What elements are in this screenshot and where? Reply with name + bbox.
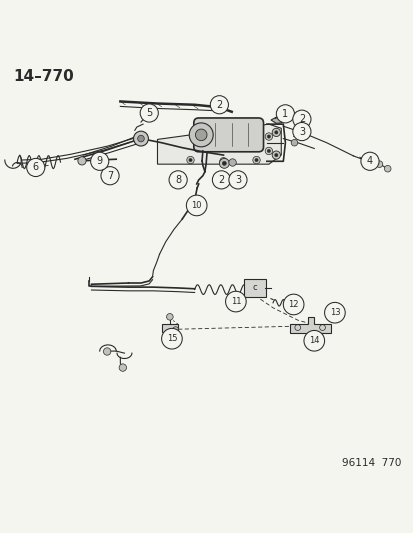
Text: 5: 5	[146, 108, 152, 118]
Circle shape	[275, 105, 294, 123]
Circle shape	[78, 157, 86, 165]
Circle shape	[133, 131, 148, 146]
Circle shape	[265, 147, 272, 155]
Circle shape	[267, 135, 270, 138]
Circle shape	[219, 158, 227, 165]
Polygon shape	[157, 124, 280, 164]
Circle shape	[292, 110, 310, 128]
Circle shape	[101, 167, 119, 185]
Text: 96114  770: 96114 770	[341, 458, 400, 468]
Text: 12: 12	[288, 300, 298, 309]
Circle shape	[375, 161, 382, 167]
Circle shape	[290, 140, 297, 146]
Circle shape	[166, 333, 173, 339]
Circle shape	[267, 149, 270, 152]
Circle shape	[221, 160, 225, 163]
Text: 6: 6	[33, 163, 39, 173]
Circle shape	[324, 302, 344, 323]
Circle shape	[26, 158, 45, 176]
Circle shape	[212, 171, 230, 189]
Circle shape	[147, 114, 151, 118]
Circle shape	[189, 123, 213, 147]
Text: 2: 2	[216, 100, 222, 110]
Circle shape	[138, 135, 144, 142]
Text: 1: 1	[282, 109, 288, 119]
Circle shape	[228, 171, 247, 189]
Circle shape	[265, 133, 272, 140]
Circle shape	[225, 291, 246, 312]
Circle shape	[292, 123, 310, 141]
Text: 9: 9	[96, 156, 102, 166]
Text: 7: 7	[107, 171, 113, 181]
FancyBboxPatch shape	[243, 279, 266, 297]
Circle shape	[271, 151, 280, 159]
Text: 2: 2	[218, 175, 224, 185]
Polygon shape	[289, 317, 330, 333]
Circle shape	[274, 154, 277, 157]
FancyBboxPatch shape	[193, 118, 263, 152]
Circle shape	[254, 158, 258, 161]
Circle shape	[282, 294, 303, 315]
Circle shape	[274, 131, 277, 134]
Text: c: c	[252, 284, 256, 293]
Circle shape	[90, 152, 109, 171]
Text: 14: 14	[308, 336, 319, 345]
Polygon shape	[161, 324, 178, 337]
Circle shape	[119, 364, 126, 372]
Text: 3: 3	[234, 175, 240, 185]
Text: 15: 15	[166, 334, 177, 343]
Circle shape	[252, 156, 260, 164]
Circle shape	[144, 110, 154, 120]
Circle shape	[228, 159, 236, 166]
Text: 10: 10	[191, 201, 202, 210]
Circle shape	[271, 128, 280, 136]
Circle shape	[166, 313, 173, 320]
Text: 3: 3	[298, 126, 304, 136]
Text: 14–770: 14–770	[13, 69, 74, 84]
Circle shape	[188, 158, 192, 161]
Circle shape	[140, 104, 158, 122]
Polygon shape	[270, 117, 282, 123]
Text: 11: 11	[230, 297, 240, 306]
Circle shape	[360, 152, 378, 171]
Circle shape	[172, 327, 178, 333]
Circle shape	[161, 328, 182, 349]
Circle shape	[384, 165, 390, 172]
Circle shape	[219, 158, 229, 168]
Circle shape	[222, 161, 226, 165]
Text: 4: 4	[366, 156, 372, 166]
Circle shape	[195, 129, 206, 141]
Text: 2: 2	[298, 114, 304, 124]
Circle shape	[303, 330, 324, 351]
Circle shape	[103, 348, 111, 355]
Circle shape	[210, 96, 228, 114]
Circle shape	[186, 195, 206, 216]
Text: 13: 13	[329, 308, 339, 317]
Text: 8: 8	[175, 175, 181, 185]
Circle shape	[169, 171, 187, 189]
Circle shape	[186, 156, 194, 164]
